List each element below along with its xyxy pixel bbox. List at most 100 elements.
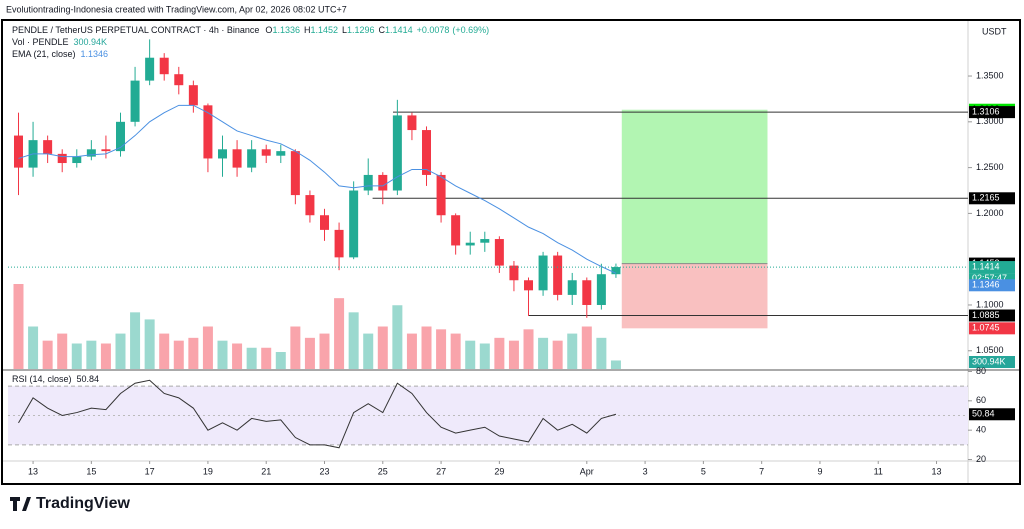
candle-body [363, 174, 373, 191]
candle-body [43, 140, 53, 154]
title: PENDLE / TetherUS PERPETUAL CONTRACT · 4… [12, 25, 259, 35]
volume-bar [86, 340, 97, 369]
candle-body [290, 151, 300, 196]
rsi-value: 50.84 [972, 409, 995, 419]
candle-body [217, 149, 227, 159]
candle-body [509, 265, 519, 281]
volume-bar [610, 360, 621, 369]
volume-bar [348, 312, 359, 369]
rsi-last: 50.84 [77, 374, 100, 384]
volume-bar [494, 337, 505, 369]
volume-bar [28, 326, 39, 369]
volume-bar [115, 333, 126, 369]
volume-bar [567, 333, 578, 369]
volume-bar [363, 333, 374, 369]
x-tick-label: 25 [378, 466, 388, 476]
candle-body [159, 57, 169, 75]
price-marker: 1.3106 [972, 106, 1000, 116]
volume-bar [290, 326, 301, 369]
price-marker-box [969, 309, 1015, 322]
x-tick-label: 7 [759, 466, 764, 476]
rsi-tick-label: 20 [976, 454, 986, 464]
candle-body [130, 80, 140, 122]
candle-body [538, 255, 548, 291]
volume-bar [261, 347, 272, 369]
volume-legend: Vol · PENDLE 300.94K [12, 37, 107, 47]
candle-body [349, 190, 359, 258]
candle-body [261, 149, 271, 156]
current-price-extra: 02:57:47 [972, 273, 1007, 283]
volume-bar [71, 343, 82, 369]
volume-bar [552, 340, 563, 369]
attribution: Evolutiontrading-Indonesia created with … [6, 4, 347, 14]
change: +0.0078 [417, 25, 450, 35]
y-tick-label: 1.1000 [976, 299, 1004, 309]
rsi-line [18, 379, 617, 449]
candle-body [524, 280, 534, 291]
x-tick-label: 9 [817, 466, 822, 476]
ohlc-letter: O [265, 25, 272, 35]
x-tick-label: 13 [932, 466, 942, 476]
ema-value: 1.1346 [972, 280, 1000, 290]
candle-body [276, 151, 286, 156]
candle-body [203, 105, 213, 159]
candle-body [392, 115, 402, 191]
candle-body [480, 239, 490, 243]
candle-body [57, 153, 67, 164]
volume-bar [202, 326, 213, 369]
candle-body [145, 57, 155, 81]
volume-bar [377, 326, 388, 369]
candle-body [86, 149, 96, 157]
ohlc-letter: H [304, 25, 311, 35]
y-tick-label: 1.2500 [976, 162, 1004, 172]
candle-body [582, 280, 592, 305]
candle-body [188, 85, 198, 106]
x-tick-label: 3 [643, 466, 648, 476]
volume-bar [436, 329, 447, 369]
candle-body [305, 195, 315, 216]
y-tick-label: 1.3000 [976, 116, 1004, 126]
price-marker: 1.2165 [972, 193, 1000, 203]
candle-body [115, 121, 125, 152]
price-marker-box [969, 322, 1015, 335]
volume-value-box [969, 356, 1015, 368]
volume-bar [304, 337, 315, 369]
price-pane [8, 39, 968, 369]
volume-bar [275, 352, 286, 369]
candle-body [596, 274, 606, 305]
ema-last: 1.1346 [81, 49, 109, 59]
rsi-name: RSI (14, close) [12, 374, 72, 384]
volume-bar [42, 340, 53, 369]
brand: TradingView [36, 495, 131, 512]
volume-bar [13, 284, 24, 369]
volume-bar [173, 340, 184, 369]
candle-body [422, 130, 432, 175]
target-zone [621, 109, 768, 264]
ohlc-value: 1.1452 [310, 25, 338, 35]
volume-bar [479, 343, 490, 369]
candle-body [101, 149, 111, 152]
rsi-tick-label: 80 [976, 366, 986, 376]
candle-body [567, 280, 577, 295]
rsi-legend: RSI (14, close) 50.84 [12, 374, 99, 384]
x-tick-label: 11 [874, 466, 883, 476]
volume-bar [100, 343, 111, 369]
ohlc-value: 1.1296 [347, 25, 375, 35]
volume-bar [508, 340, 519, 369]
y-tick-label: 1.2000 [976, 208, 1004, 218]
ema-name: EMA (21, close) [12, 49, 76, 59]
current-price-box [969, 261, 1015, 274]
ema-legend: EMA (21, close) 1.1346 [12, 49, 108, 59]
symbol-title: PENDLE / TetherUS PERPETUAL CONTRACT · 4… [12, 25, 489, 35]
candle-body [334, 229, 344, 258]
volume-value: 300.94K [972, 356, 1006, 366]
x-tick-label: 27 [436, 466, 446, 476]
brand-logo: TradingView [10, 495, 131, 512]
x-tick-label: 13 [28, 466, 38, 476]
volume-name: Vol · PENDLE [12, 37, 69, 47]
volume-bar [392, 305, 403, 369]
candle-body [247, 149, 257, 168]
volume-bar [188, 337, 199, 369]
volume-bar [246, 347, 257, 369]
current-price: 1.1414 [972, 261, 1000, 271]
